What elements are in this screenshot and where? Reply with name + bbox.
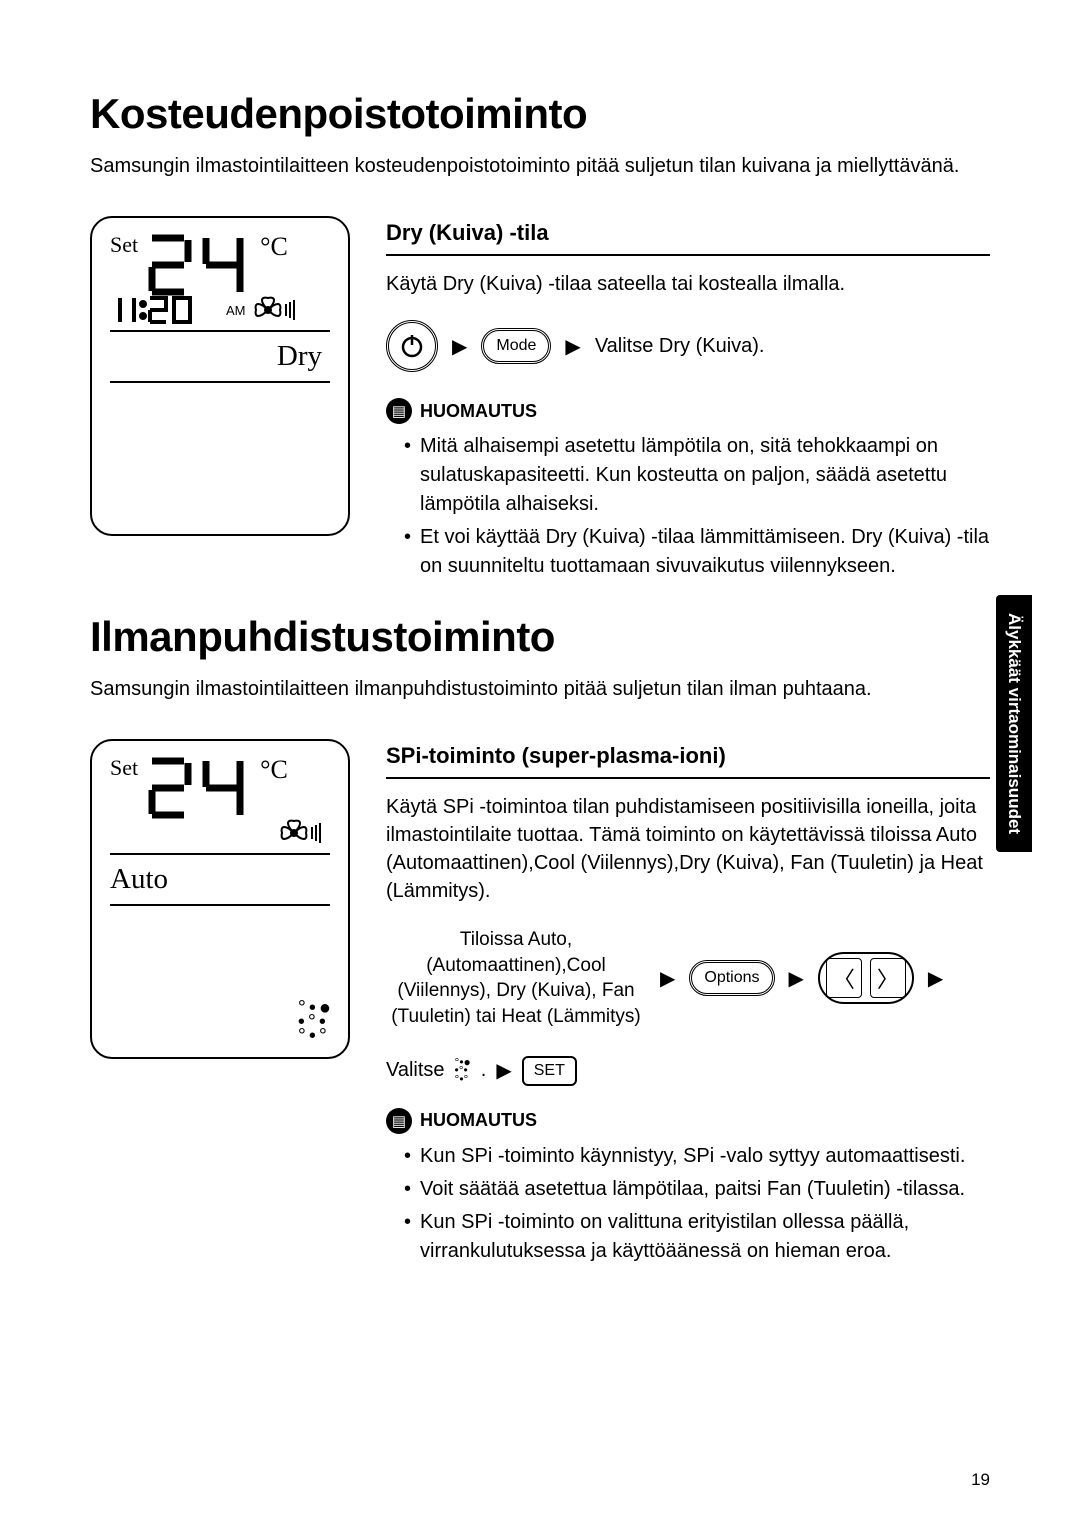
arrow-icon: ▶	[789, 966, 804, 991]
note-item: Kun SPi -toiminto on valittuna erityisti…	[404, 1208, 990, 1266]
note-icon: ▤	[386, 398, 412, 424]
nav-buttons: 〈 〉	[818, 952, 914, 1004]
spi-heading: SPi-toiminto (super-plasma-ioni)	[386, 743, 990, 779]
spi-dots-icon: °•● •°• °•°	[298, 1001, 334, 1043]
set-label: Set	[110, 755, 138, 781]
nav-right-icon: 〉	[870, 958, 906, 998]
section1-right: Dry (Kuiva) -tila Käytä Dry (Kuiva) -til…	[386, 216, 990, 585]
section1-row: Set °C	[90, 216, 990, 585]
note-item: Mitä alhaisempi asetettu lämpötila on, s…	[404, 432, 990, 519]
set-label: Set	[110, 232, 138, 258]
section1-intro: Samsungin ilmastointilaitteen kosteudenp…	[90, 152, 990, 180]
modes-text: Tiloissa Auto, (Automaattinen),Cool (Vii…	[386, 927, 646, 1030]
note-title: HUOMAUTUS	[420, 401, 537, 422]
temp-unit: °C	[260, 232, 288, 262]
page-number: 19	[971, 1470, 990, 1490]
select-dry-text: Valitse Dry (Kuiva).	[595, 335, 765, 358]
temp-unit: °C	[260, 755, 288, 785]
ampm-label: AM	[226, 303, 246, 318]
section2-row: Set °C	[90, 739, 990, 1270]
mode-label-auto: Auto	[110, 863, 330, 896]
mode-label-dry: Dry	[110, 340, 330, 373]
temp-digits-icon	[140, 232, 260, 298]
note-icon: ▤	[386, 1108, 412, 1134]
dry-heading: Dry (Kuiva) -tila	[386, 220, 990, 256]
section2-title: Ilmanpuhdistustoiminto	[90, 613, 990, 661]
fan-icon	[278, 817, 322, 849]
spi-desc: Käytä SPi -toimintoa tilan puhdistamisee…	[386, 793, 990, 905]
arrow-icon: ▶	[452, 334, 467, 359]
arrow-icon: ▶	[496, 1058, 511, 1083]
temp-digits-icon	[140, 755, 260, 821]
arrow-icon: ▶	[928, 966, 943, 991]
dry-desc: Käytä Dry (Kuiva) -tilaa sateella tai ko…	[386, 270, 990, 298]
fan-icon	[252, 294, 296, 326]
section2-intro: Samsungin ilmastointilaitteen ilmanpuhdi…	[90, 675, 990, 703]
nav-left-icon: 〈	[826, 958, 862, 998]
arrow-icon: ▶	[660, 966, 675, 991]
note-item: Kun SPi -toiminto käynnistyy, SPi -valo …	[404, 1142, 990, 1171]
note-title: HUOMAUTUS	[420, 1110, 537, 1131]
remote-display-dry: Set °C	[90, 216, 350, 536]
time-digits-icon	[110, 294, 220, 326]
note-list-2: Kun SPi -toiminto käynnistyy, SPi -valo …	[386, 1142, 990, 1266]
note-item: Voit säätää asetettua lämpötilaa, paitsi…	[404, 1175, 990, 1204]
power-button-icon	[386, 320, 438, 372]
valitse-label: Valitse	[386, 1059, 445, 1082]
section1-title: Kosteudenpoistotoiminto	[90, 90, 990, 138]
page-content: Kosteudenpoistotoiminto Samsungin ilmast…	[0, 0, 1080, 1310]
section2-right: SPi-toiminto (super-plasma-ioni) Käytä S…	[386, 739, 990, 1270]
spi-dots-small-icon: °•●•°•°•°	[455, 1058, 471, 1083]
remote-display-auto: Set °C	[90, 739, 350, 1059]
mode-button: Mode	[481, 328, 551, 364]
set-button: SET	[522, 1056, 577, 1086]
arrow-icon: ▶	[565, 334, 580, 359]
note-list-1: Mitä alhaisempi asetettu lämpötila on, s…	[386, 432, 990, 581]
note-item: Et voi käyttää Dry (Kuiva) -tilaa lämmit…	[404, 523, 990, 581]
options-button: Options	[689, 960, 774, 996]
